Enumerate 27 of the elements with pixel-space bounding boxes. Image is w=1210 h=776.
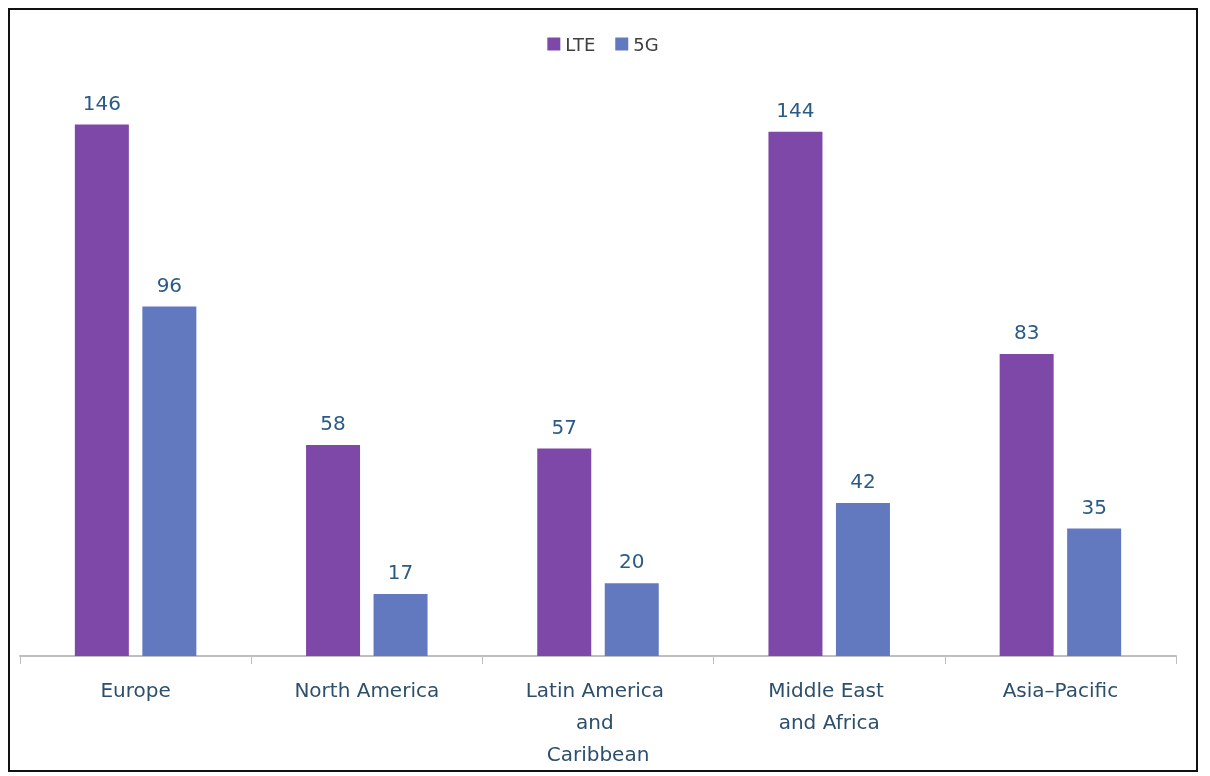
bar (306, 444, 361, 656)
data-label: 146 (82, 90, 121, 115)
data-label: 35 (1081, 494, 1107, 519)
data-label: 58 (320, 410, 346, 435)
data-label: 42 (850, 469, 876, 494)
bar (1067, 528, 1122, 656)
bar (537, 448, 592, 656)
x-tick-label: Middle East and Africa (768, 678, 891, 734)
bar (604, 583, 659, 656)
x-tick-label: Europe (100, 678, 171, 702)
data-label: 144 (776, 97, 815, 122)
bar (999, 353, 1054, 656)
bar (835, 503, 890, 656)
bar (142, 306, 197, 656)
legend-label: LTE (565, 33, 596, 55)
data-label: 17 (387, 560, 414, 585)
x-tick-label: Latin America and Caribbean (525, 678, 671, 766)
x-tick-label: North America (294, 678, 440, 702)
bar (768, 131, 823, 656)
data-label: 20 (619, 549, 645, 574)
data-label: 83 (1013, 319, 1040, 344)
data-label: 96 (156, 272, 183, 297)
bar (373, 594, 428, 656)
x-tick-label: Asia–Pacific (1002, 678, 1119, 702)
legend-label: 5G (633, 33, 659, 55)
bar (74, 124, 129, 656)
data-label: 57 (551, 414, 577, 439)
